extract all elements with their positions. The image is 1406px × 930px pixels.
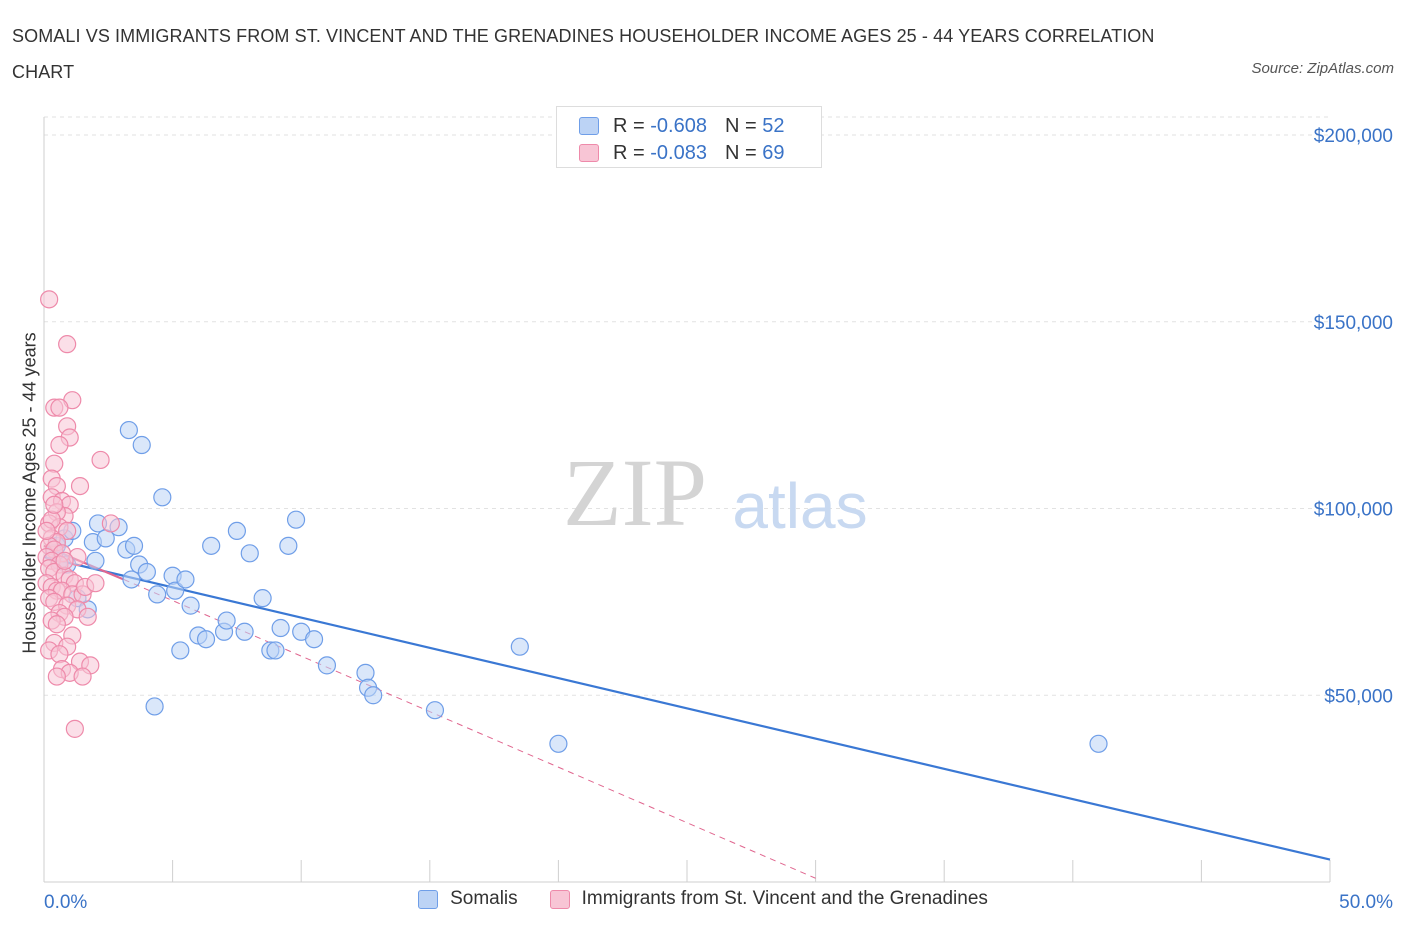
point-immigrants	[47, 615, 66, 634]
point-somalis	[425, 701, 445, 720]
r-label: R =	[613, 141, 645, 164]
point-immigrants	[55, 551, 74, 570]
legend-item-immigrants[interactable]: Immigrants from St. Vincent and the Gren…	[549, 888, 988, 910]
point-somalis	[271, 618, 290, 638]
point-somalis	[253, 589, 272, 608]
point-somalis	[1089, 734, 1108, 753]
point-immigrants	[50, 645, 69, 664]
point-immigrants	[70, 476, 90, 496]
legend-label-immigrants: Immigrants from St. Vincent and the Gren…	[581, 888, 988, 909]
legend-swatch-immigrants	[579, 144, 599, 162]
point-somalis	[153, 488, 172, 507]
legend-item-somalis[interactable]: Somalis	[418, 888, 518, 910]
point-immigrants	[37, 521, 56, 541]
point-somalis	[122, 570, 141, 589]
x-tick-label: 0.0%	[44, 892, 87, 913]
point-somalis	[286, 510, 306, 529]
n-label: N =	[724, 141, 757, 164]
axes	[43, 117, 1331, 883]
point-somalis	[266, 641, 285, 660]
chart-source: Source: ZipAtlas.com	[1251, 60, 1394, 77]
r-value: -0.608	[650, 114, 707, 137]
series-legend: Somalis Immigrants from St. Vincent and …	[0, 888, 1406, 910]
legend-label-somalis: Somalis	[450, 888, 518, 909]
point-immigrants	[91, 450, 110, 470]
point-immigrants	[50, 398, 69, 417]
point-somalis	[217, 611, 236, 630]
tick-labels: $50,000 $100,000 $150,000 $200,000 0.0% 50.0%	[44, 126, 1393, 913]
x-tick-label: 50.0%	[1339, 892, 1393, 913]
point-somalis	[132, 435, 151, 455]
point-immigrants	[101, 514, 120, 533]
y-axis-label: Householder Income Ages 25 - 44 years	[19, 332, 40, 654]
r-label: R =	[613, 114, 645, 137]
point-somalis	[202, 536, 221, 555]
point-somalis	[176, 570, 195, 589]
watermark: ZIP atlas	[563, 439, 868, 546]
point-somalis	[148, 585, 167, 604]
r-value: -0.083	[650, 141, 707, 164]
point-immigrants	[58, 521, 77, 541]
point-somalis	[364, 686, 383, 705]
point-somalis	[181, 596, 200, 615]
point-somalis	[119, 420, 138, 440]
legend-swatch-immigrants	[549, 889, 570, 909]
y-tick-label: $200,000	[1314, 126, 1393, 147]
point-somalis	[196, 630, 216, 649]
point-immigrants	[73, 667, 92, 686]
watermark-zip: ZIP	[563, 439, 707, 546]
correlation-legend: R = -0.608 N = 52 R = -0.083 N = 69	[556, 106, 822, 168]
point-somalis	[171, 641, 190, 660]
point-somalis	[166, 581, 185, 600]
n-value: 69	[762, 141, 785, 164]
point-somalis	[137, 562, 156, 582]
point-somalis	[86, 551, 105, 570]
point-somalis	[124, 536, 144, 555]
legend-swatch-somalis	[418, 889, 439, 909]
point-immigrants	[58, 335, 77, 354]
legend-row-immigrants: R = -0.083 N = 69	[579, 140, 784, 166]
point-somalis	[240, 544, 259, 563]
point-somalis	[227, 521, 246, 541]
chart-title: SOMALI VS IMMIGRANTS FROM ST. VINCENT AN…	[12, 26, 1155, 82]
watermark-atlas: atlas	[732, 470, 867, 542]
point-somalis	[356, 663, 375, 682]
y-tick-label: $150,000	[1314, 313, 1393, 334]
legend-row-somalis: R = -0.608 N = 52	[579, 113, 784, 139]
point-immigrants	[45, 495, 64, 514]
n-label: N =	[724, 114, 757, 137]
legend-swatch-somalis	[579, 117, 599, 135]
point-somalis	[304, 630, 324, 649]
point-immigrants	[47, 667, 66, 686]
point-somalis	[279, 536, 298, 555]
point-immigrants	[65, 719, 84, 738]
trend-lines	[43, 544, 1331, 879]
point-immigrants	[40, 290, 59, 309]
point-immigrants	[50, 435, 69, 455]
trend-line	[43, 555, 1331, 861]
point-somalis	[235, 622, 254, 641]
point-somalis	[317, 656, 337, 675]
grid-lines	[44, 116, 1330, 696]
n-value: 52	[762, 114, 785, 137]
point-immigrants	[86, 574, 105, 593]
y-tick-label: $100,000	[1314, 500, 1393, 521]
point-somalis	[549, 734, 568, 753]
data-points	[37, 290, 1108, 753]
point-immigrants	[78, 607, 97, 626]
point-somalis	[145, 697, 164, 716]
point-somalis	[510, 637, 529, 656]
point-immigrants	[45, 454, 64, 473]
y-tick-label: $50,000	[1324, 686, 1393, 707]
